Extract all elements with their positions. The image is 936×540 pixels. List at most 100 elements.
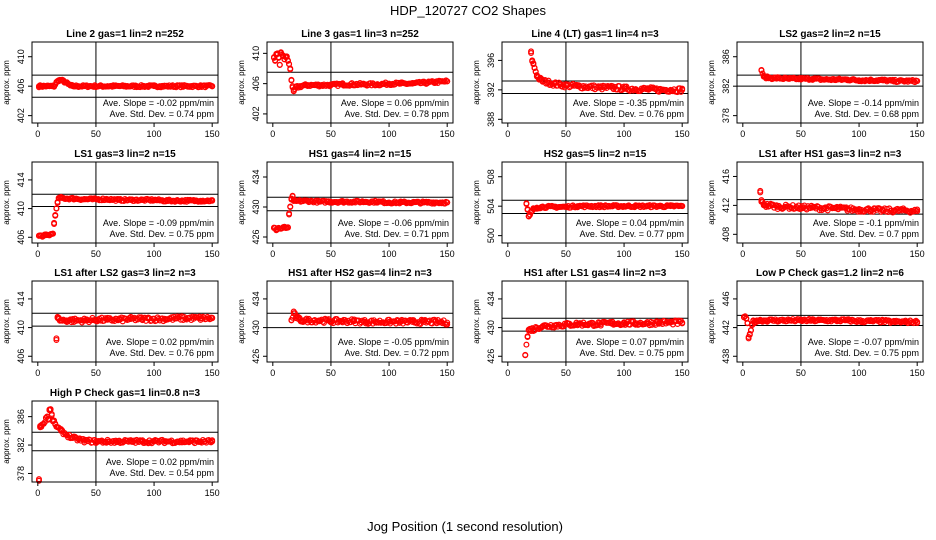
x-tick-label: 150 — [675, 368, 690, 378]
x-tick-label: 150 — [910, 368, 925, 378]
data-point — [48, 410, 55, 417]
std-dev-annotation: Ave. Std. Dev. = 0.75 ppm — [580, 348, 684, 358]
std-dev-annotation: Ave. Std. Dev. = 0.77 ppm — [580, 229, 684, 239]
panel-title: Line 3 gas=1 lin=3 n=252 — [301, 29, 419, 40]
slope-annotation: Ave. Slope = 0.07 ppm/min — [576, 337, 684, 347]
std-dev-annotation: Ave. Std. Dev. = 0.78 ppm — [345, 109, 449, 119]
x-tick-label: 50 — [796, 249, 806, 259]
y-tick-label: 434 — [251, 169, 261, 184]
y-axis-label: approx. ppm — [237, 60, 246, 105]
data-point — [632, 321, 639, 328]
y-tick-label: 378 — [16, 466, 26, 481]
data-point — [368, 317, 375, 324]
data-point — [352, 82, 359, 89]
panel-9: LS1 after LS2 gas=3 lin=2 n=3 approx. ppm… — [2, 268, 220, 378]
x-tick-label: 150 — [675, 129, 690, 139]
plot-frame — [31, 400, 219, 483]
y-tick-label: 416 — [721, 169, 731, 184]
x-tick-label: 150 — [910, 249, 925, 259]
std-dev-annotation: Ave. Std. Dev. = 0.76 ppm — [110, 348, 214, 358]
x-tick-label: 150 — [205, 249, 220, 259]
data-point — [35, 477, 42, 484]
panel-title: High P Check gas=1 lin=0.8 n=3 — [50, 388, 201, 399]
y-tick-label: 386 — [721, 49, 731, 64]
x-tick-label: 150 — [440, 368, 455, 378]
x-tick-label: 100 — [147, 368, 162, 378]
y-tick-label: 508 — [486, 169, 496, 184]
x-tick-label: 50 — [561, 249, 571, 259]
x-tick-label: 0 — [740, 368, 745, 378]
plot-frame — [31, 161, 219, 244]
data-point — [441, 78, 448, 85]
x-tick-label: 150 — [675, 249, 690, 259]
plot-frame — [31, 41, 219, 124]
std-dev-annotation: Ave. Std. Dev. = 0.71 ppm — [345, 229, 449, 239]
plot-frame — [266, 41, 454, 124]
data-point — [287, 203, 294, 210]
y-axis-label: approx. ppm — [2, 180, 11, 225]
panel-5: LS1 gas=3 lin=2 n=15 approx. ppm 0 50 100 150… — [2, 149, 220, 259]
y-axis-label: approx. ppm — [707, 299, 716, 344]
y-axis-label: approx. ppm — [707, 180, 716, 225]
std-dev-annotation: Ave. Std. Dev. = 0.54 ppm — [110, 468, 214, 478]
data-point — [209, 83, 216, 90]
plot-frame — [266, 280, 454, 363]
data-point — [523, 341, 530, 348]
panel-title: HS1 gas=4 lin=2 n=15 — [309, 149, 412, 160]
x-tick-label: 0 — [35, 368, 40, 378]
x-tick-label: 100 — [617, 129, 632, 139]
data-point — [913, 207, 920, 214]
y-tick-label: 504 — [486, 199, 496, 214]
slope-annotation: Ave. Slope = 0.02 ppm/min — [106, 457, 214, 467]
x-tick-label: 100 — [147, 488, 162, 498]
panel-title: Line 4 (LT) gas=1 lin=4 n=3 — [531, 29, 659, 40]
data-point — [276, 61, 283, 68]
data-point — [51, 220, 58, 227]
x-tick-label: 150 — [440, 249, 455, 259]
data-point — [523, 200, 530, 207]
data-point — [284, 224, 291, 231]
data-point — [388, 81, 395, 88]
slope-annotation: Ave. Slope = -0.09 ppm/min — [103, 218, 214, 228]
data-point — [51, 417, 58, 424]
slope-annotation: Ave. Slope = -0.07 ppm/min — [808, 337, 919, 347]
panel-title: LS1 after LS2 gas=3 lin=2 n=3 — [54, 268, 196, 279]
data-point — [679, 85, 686, 92]
x-tick-label: 100 — [147, 129, 162, 139]
slope-annotation: Ave. Slope = -0.05 ppm/min — [338, 337, 449, 347]
y-tick-label: 426 — [486, 349, 496, 364]
plot-frame — [266, 161, 454, 244]
data-point — [679, 320, 686, 327]
data-point — [757, 189, 764, 196]
x-tick-label: 150 — [910, 129, 925, 139]
y-axis-label: approx. ppm — [2, 419, 11, 464]
data-point — [562, 81, 569, 88]
y-axis-label: approx. ppm — [707, 60, 716, 105]
data-point — [413, 320, 420, 327]
std-dev-annotation: Ave. Std. Dev. = 0.75 ppm — [110, 229, 214, 239]
x-tick-label: 150 — [205, 488, 220, 498]
plot-frame — [736, 161, 924, 244]
x-tick-label: 50 — [91, 488, 101, 498]
panel-8: LS1 after HS1 gas=3 lin=2 n=3 approx. ppm… — [707, 149, 925, 259]
data-point — [209, 314, 216, 321]
y-tick-label: 386 — [16, 409, 26, 424]
panel-title: LS1 gas=3 lin=2 n=15 — [74, 149, 176, 160]
data-point — [283, 53, 290, 60]
data-point — [54, 198, 61, 205]
slope-annotation: Ave. Slope = -0.35 ppm/min — [573, 98, 684, 108]
x-tick-label: 0 — [740, 129, 745, 139]
data-point — [914, 77, 921, 84]
y-axis-label: approx. ppm — [472, 180, 481, 225]
slope-annotation: Ave. Slope = -0.02 ppm/min — [103, 98, 214, 108]
data-point — [53, 336, 60, 343]
data-point — [745, 333, 752, 340]
data-point — [363, 319, 370, 326]
y-tick-label: 406 — [16, 349, 26, 364]
data-point — [58, 426, 65, 433]
panel-title: HS1 after LS1 gas=4 lin=2 n=3 — [524, 268, 667, 279]
data-point — [287, 66, 294, 73]
panel-3: Line 4 (LT) gas=1 lin=4 n=3 approx. ppm 0 5… — [472, 29, 690, 139]
panel-title: LS2 gas=2 lin=2 n=15 — [779, 29, 881, 40]
plot-frame — [736, 41, 924, 124]
